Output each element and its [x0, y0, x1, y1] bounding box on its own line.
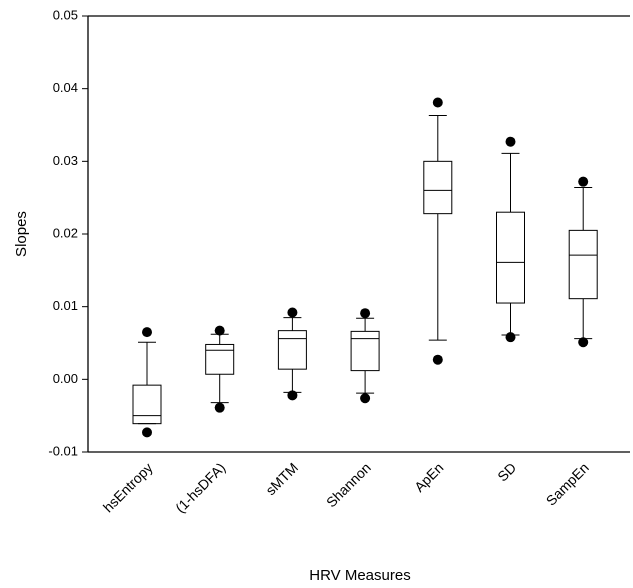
outlier: [360, 393, 371, 404]
outlier: [505, 136, 516, 147]
x-tick-label: ApEn: [411, 459, 447, 495]
outlier: [214, 325, 225, 336]
box: [132, 384, 162, 425]
y-tick-label: 0.05: [53, 7, 78, 22]
box: [205, 343, 235, 375]
outlier: [287, 390, 298, 401]
y-tick-label: 0.01: [53, 298, 78, 313]
x-axis-label: HRV Measures: [309, 567, 410, 584]
x-tick-label: SampEn: [543, 459, 592, 508]
x-tick-label: (1-hsDFA): [172, 459, 228, 515]
x-tick-label: hsEntropy: [100, 459, 156, 515]
box: [350, 330, 380, 372]
outlier: [142, 327, 152, 338]
box: [277, 330, 307, 370]
outlier: [505, 332, 516, 343]
y-tick-label: 0.02: [53, 225, 78, 240]
outlier: [432, 97, 443, 108]
outlier: [578, 176, 589, 187]
x-tick-label: sMTM: [262, 459, 301, 498]
outlier: [360, 308, 371, 319]
outlier: [142, 427, 152, 438]
x-tick-label: SD: [494, 459, 519, 484]
y-tick-label: 0.03: [53, 153, 78, 168]
y-tick-label: -0.01: [48, 443, 78, 458]
box: [568, 229, 598, 300]
y-tick-label: 0.00: [53, 371, 78, 386]
outlier: [578, 337, 589, 348]
outlier: [214, 402, 225, 413]
y-tick-label: 0.04: [53, 80, 78, 95]
box: [423, 160, 453, 215]
outlier: [287, 307, 298, 318]
box: [496, 211, 525, 304]
y-axis-label: Slopes: [13, 211, 30, 257]
outlier: [432, 354, 443, 365]
x-tick-label: Shannon: [323, 459, 374, 510]
